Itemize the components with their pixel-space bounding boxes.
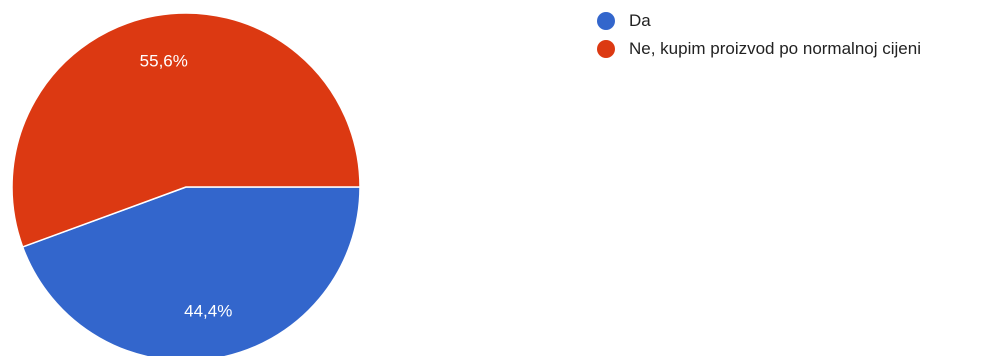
legend-label-ne: Ne, kupim proizvod po normalnoj cijeni [629, 39, 921, 58]
legend: Da Ne, kupim proizvod po normalnoj cijen… [597, 10, 977, 66]
pie-slice-ne[interactable] [11, 12, 361, 248]
legend-swatch-ne [597, 40, 615, 58]
legend-item-ne[interactable]: Ne, kupim proizvod po normalnoj cijeni [597, 38, 977, 60]
pie-svg: 44,4% 55,6% [11, 12, 361, 356]
pie-slice-da[interactable] [21, 186, 361, 356]
pie-label-ne: 55,6% [140, 51, 188, 70]
legend-swatch-da [597, 12, 615, 30]
legend-label-da: Da [629, 11, 651, 30]
legend-item-da[interactable]: Da [597, 10, 977, 32]
pie-label-da: 44,4% [184, 302, 232, 321]
